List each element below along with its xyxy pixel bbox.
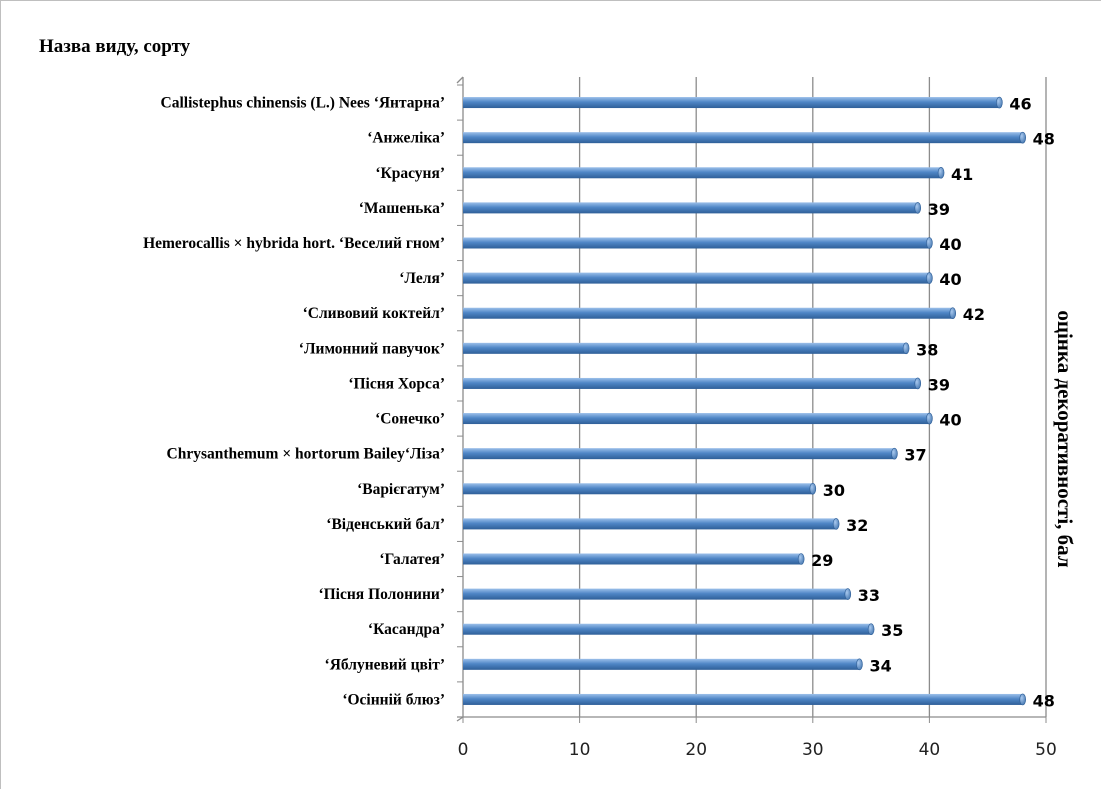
category-label: ‘Леля’ [399, 270, 445, 287]
data-label: 40 [939, 270, 961, 289]
data-label: 34 [869, 656, 891, 675]
value-axis-title: оцінка декоративності, бал [1053, 310, 1077, 567]
bar [463, 342, 907, 354]
category-label: ‘Варієгатум’ [357, 481, 445, 498]
bar-cap [926, 237, 933, 249]
x-tick-label: 10 [569, 740, 591, 760]
category-label: ‘Галатея’ [379, 551, 445, 568]
data-label: 33 [858, 586, 880, 605]
bar-cap [809, 482, 817, 495]
bar [463, 413, 930, 425]
category-label: ‘Сливовий коктейл’ [303, 305, 445, 322]
bar-cap [891, 447, 898, 460]
bar [463, 237, 930, 249]
bar-cap [856, 658, 863, 671]
bar-cap [914, 202, 922, 214]
bar [463, 167, 942, 179]
data-label: 32 [846, 516, 868, 535]
data-label: 46 [1009, 95, 1031, 114]
category-label: ‘Пісня Хорса’ [348, 375, 445, 392]
bar [463, 553, 802, 565]
bar [463, 377, 918, 389]
data-label: 40 [939, 235, 961, 254]
axis-corner [456, 716, 464, 722]
bar [463, 132, 1023, 144]
bar-cap [1019, 693, 1026, 706]
x-tick-label: 50 [1035, 740, 1057, 760]
category-label: ‘Яблуневий цвіт’ [325, 656, 445, 673]
bar-cap [797, 553, 805, 565]
category-label: ‘Анжеліка’ [367, 130, 445, 147]
category-label: Hemerocallis × hybrida hort. ‘Веселий гн… [143, 235, 445, 252]
x-tick-label: 30 [802, 740, 824, 760]
category-label: ‘Осінній блюз’ [342, 691, 445, 708]
bar-cap [926, 412, 933, 425]
bar-cap [949, 307, 957, 320]
bar [463, 483, 813, 495]
data-label: 41 [951, 165, 973, 184]
category-label: ‘Сонечко’ [375, 411, 445, 428]
data-label: 40 [939, 411, 961, 430]
data-label: 29 [811, 551, 833, 570]
bar [463, 202, 918, 214]
bar-cap [996, 96, 1003, 109]
category-label: ‘Касандра’ [368, 621, 445, 638]
data-label: 35 [881, 621, 903, 640]
bar [463, 307, 953, 319]
x-tick-label: 0 [458, 740, 469, 760]
bar [463, 623, 872, 635]
x-tick-label: 40 [919, 740, 941, 760]
data-label: 48 [1033, 130, 1055, 149]
category-label: ‘Віденський бал’ [326, 516, 445, 533]
bar-cap [867, 623, 875, 636]
data-label: 48 [1033, 691, 1055, 710]
bar-cap [1019, 131, 1026, 144]
bar-cap [844, 588, 852, 600]
bar [463, 693, 1023, 705]
bar [463, 97, 1000, 109]
data-label: 39 [928, 200, 950, 219]
category-label: ‘Красуня’ [375, 165, 445, 182]
bar-cap [914, 377, 922, 390]
category-label: Chrysanthemum × hortorum Bailey‘Ліза’ [167, 446, 445, 463]
data-label: 39 [928, 375, 950, 394]
data-label: 38 [916, 340, 938, 359]
bar-cap [832, 518, 840, 530]
bar [463, 448, 895, 460]
bar-cap [937, 166, 945, 179]
data-label: 30 [823, 481, 845, 500]
data-label: 37 [904, 446, 926, 465]
category-label: Callistephus chinensis (L.) Nees ‘Янтарн… [161, 95, 445, 112]
category-label: ‘Машенька’ [359, 200, 445, 217]
bar [463, 518, 837, 530]
bar-cap [902, 342, 910, 355]
bar-cap [926, 272, 933, 284]
bar [463, 272, 930, 284]
category-label: ‘Пісня Полонини’ [318, 586, 445, 603]
bar [463, 588, 848, 600]
chart-title: Назва виду, сорту [39, 36, 191, 57]
category-label: ‘Лимонний павучок’ [299, 340, 445, 357]
data-label: 42 [963, 305, 985, 324]
axis-top-corner [456, 76, 464, 84]
bar [463, 658, 860, 670]
x-tick-label: 20 [685, 740, 707, 760]
